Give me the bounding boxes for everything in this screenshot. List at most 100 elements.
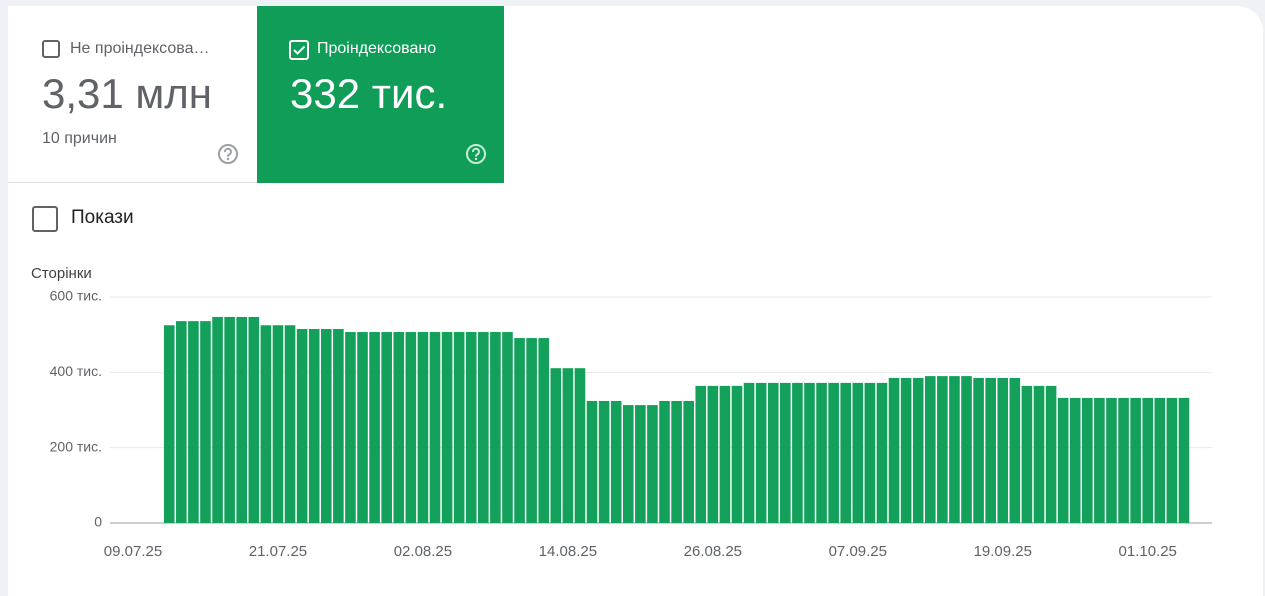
bar xyxy=(876,382,888,523)
y-axis-label: Сторінки xyxy=(31,265,92,282)
bar xyxy=(224,316,235,523)
bar xyxy=(780,382,791,523)
bar xyxy=(200,321,211,523)
bar xyxy=(188,321,199,523)
bar xyxy=(828,382,839,523)
bar xyxy=(562,368,574,523)
bar xyxy=(985,377,996,523)
bar xyxy=(973,377,984,523)
toggle-label: Покази xyxy=(71,207,134,228)
bar xyxy=(900,377,912,523)
bar xyxy=(405,332,417,523)
help-icon[interactable] xyxy=(465,143,487,165)
x-tick-label: 09.07.25 xyxy=(104,543,162,560)
bar xyxy=(478,332,489,523)
bar xyxy=(647,405,658,523)
metric-card[interactable] xyxy=(257,6,504,183)
x-tick-label: 19.09.25 xyxy=(974,543,1032,560)
bar xyxy=(1045,385,1057,523)
bar xyxy=(997,377,1009,523)
bar xyxy=(212,316,223,523)
bar xyxy=(912,377,924,523)
bar xyxy=(441,332,453,523)
bar xyxy=(236,316,248,523)
bar xyxy=(1178,397,1190,523)
bar xyxy=(622,405,634,523)
bar xyxy=(719,385,731,523)
bar xyxy=(767,382,779,523)
checkbox[interactable] xyxy=(32,206,58,232)
card-value: 332 тис. xyxy=(290,70,448,117)
checkbox[interactable] xyxy=(42,40,60,58)
bar xyxy=(429,332,441,523)
metric-card[interactable] xyxy=(8,6,257,183)
bar xyxy=(840,382,852,523)
bar xyxy=(707,385,719,523)
bar xyxy=(163,325,175,523)
bar xyxy=(792,382,803,523)
bar xyxy=(502,332,513,523)
bar xyxy=(924,376,936,523)
bar xyxy=(683,400,694,523)
bar xyxy=(369,332,380,523)
checkbox[interactable] xyxy=(289,40,309,60)
card-subtitle: 10 причин xyxy=(42,130,117,147)
x-tick-label: 07.09.25 xyxy=(829,543,887,560)
bar xyxy=(1009,377,1021,523)
bar xyxy=(1033,385,1045,523)
x-tick-label: 02.08.25 xyxy=(394,543,452,560)
bar xyxy=(659,400,670,523)
bar xyxy=(345,332,356,523)
y-tick-label: 0 xyxy=(94,514,102,530)
bar xyxy=(538,338,550,523)
bar xyxy=(514,338,525,523)
bar xyxy=(381,332,392,523)
bar xyxy=(1069,397,1081,523)
bar xyxy=(393,332,405,523)
bar xyxy=(260,325,272,523)
bar xyxy=(949,376,960,523)
bar xyxy=(248,316,260,523)
bar xyxy=(804,382,815,523)
bar xyxy=(333,329,344,523)
bar xyxy=(308,329,320,523)
bar xyxy=(176,321,187,523)
x-tick-label: 14.08.25 xyxy=(539,543,597,560)
y-tick-label: 400 тис. xyxy=(50,363,102,379)
bar xyxy=(1082,397,1093,523)
bar xyxy=(816,382,827,523)
card-label: Не проіндексова… xyxy=(70,40,210,57)
x-tick-label: 26.08.25 xyxy=(684,543,742,560)
bar xyxy=(320,329,332,523)
bar xyxy=(937,376,948,523)
bar xyxy=(888,377,900,523)
bar xyxy=(526,338,537,523)
help-icon[interactable] xyxy=(217,143,239,165)
bar xyxy=(417,332,429,523)
bar xyxy=(1118,397,1129,523)
bar xyxy=(574,368,586,523)
bar xyxy=(490,332,501,523)
bar xyxy=(272,325,284,523)
x-tick-label: 01.10.25 xyxy=(1119,543,1177,560)
y-tick-label: 200 тис. xyxy=(50,438,102,454)
bar xyxy=(695,385,707,523)
bar xyxy=(453,332,465,523)
bar xyxy=(961,376,972,523)
bar xyxy=(1166,397,1178,523)
bar xyxy=(1130,397,1141,523)
card-label: Проіндексовано xyxy=(317,40,437,57)
bar xyxy=(586,400,598,523)
x-tick-label: 21.07.25 xyxy=(249,543,307,560)
bar xyxy=(864,382,876,523)
bar xyxy=(1154,397,1166,523)
bar xyxy=(598,400,610,523)
bar xyxy=(550,368,562,523)
bar xyxy=(755,382,767,523)
bar xyxy=(635,405,646,523)
bar xyxy=(296,329,308,523)
bar xyxy=(852,382,864,523)
bar xyxy=(743,382,755,523)
bar xyxy=(1021,385,1033,523)
bar xyxy=(357,332,368,523)
